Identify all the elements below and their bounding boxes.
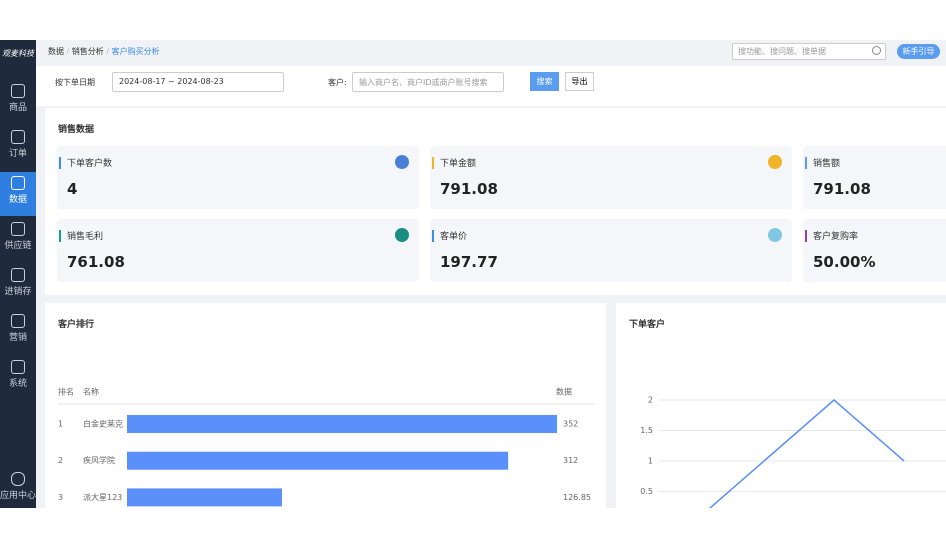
kpi-accent bbox=[59, 157, 61, 169]
guide-button[interactable]: 新手引导 bbox=[897, 44, 940, 59]
bar bbox=[127, 488, 282, 506]
kpi-value: 761.08 bbox=[67, 253, 125, 271]
bar bbox=[127, 452, 508, 470]
kpi-icon bbox=[395, 228, 409, 242]
kpi-label: 下单客户数 bbox=[67, 156, 112, 169]
kpi-card: 下单客户数 4 bbox=[57, 146, 419, 209]
rank: 1 bbox=[58, 420, 63, 429]
kpi-accent bbox=[805, 157, 807, 169]
kpi-value: 197.77 bbox=[440, 253, 498, 271]
y-tick-label: 0.5 bbox=[640, 487, 653, 496]
menu-item[interactable]: 进销存 bbox=[0, 264, 36, 308]
menu-label: 数据 bbox=[9, 195, 27, 205]
kpi-value: 791.08 bbox=[813, 180, 871, 198]
kpi-value: 791.08 bbox=[440, 180, 498, 198]
value-label: 352 bbox=[563, 420, 578, 429]
crumb[interactable]: 数据 bbox=[48, 47, 64, 56]
kpi-icon bbox=[395, 155, 409, 169]
section-title: 销售数据 bbox=[58, 122, 94, 135]
menu-icon bbox=[11, 268, 25, 282]
menu-icon bbox=[11, 222, 25, 236]
ranking-table: 排名名称数据1白金史莱克3522疾风学院3123派大星123126.854海绵宝… bbox=[45, 303, 606, 508]
customer-name: 派大星123 bbox=[83, 492, 122, 502]
y-tick-label: 1 bbox=[648, 457, 653, 466]
search-icon bbox=[872, 46, 881, 55]
crumb[interactable]: 销售分析 bbox=[72, 47, 104, 56]
menu-icon bbox=[11, 360, 25, 374]
kpi-accent bbox=[432, 157, 434, 169]
menu-label: 应用中心 bbox=[0, 491, 36, 501]
search-button[interactable]: 搜索 bbox=[530, 72, 559, 91]
column-header: 排名 bbox=[58, 387, 74, 397]
menu-item[interactable]: 供应链 bbox=[0, 218, 36, 262]
column-header: 数据 bbox=[556, 387, 572, 397]
search-box[interactable]: 搜功能、搜问题、搜单据 bbox=[732, 43, 886, 60]
customer-input[interactable]: 输入商户名、商户ID或商户账号搜索 bbox=[352, 72, 504, 92]
filter-bar: 按下单日期 2024-08-17 ~ 2024-08-23 客户: 输入商户名、… bbox=[36, 66, 946, 106]
kpi-icon bbox=[768, 155, 782, 169]
menu-item[interactable]: 系统 bbox=[0, 356, 36, 400]
kpi-label: 客户复购率 bbox=[813, 229, 858, 242]
y-tick-label: 1.5 bbox=[640, 426, 653, 435]
menu-label: 系统 bbox=[9, 379, 27, 389]
menu-label: 营销 bbox=[9, 333, 27, 343]
value-label: 126.85 bbox=[563, 493, 591, 502]
y-tick-label: 2 bbox=[648, 396, 653, 405]
column-header: 名称 bbox=[83, 387, 99, 397]
kpi-accent bbox=[59, 230, 61, 242]
menu-label: 订单 bbox=[9, 149, 27, 159]
logo: 观麦科技 bbox=[0, 48, 36, 59]
value-label: 312 bbox=[563, 456, 578, 465]
chart-card: 下单客户 00.511.522024-08-172024-08-182024-0… bbox=[616, 303, 946, 508]
menu-icon bbox=[11, 130, 25, 144]
customer-name: 白金史莱克 bbox=[83, 419, 123, 429]
kpi-card: 客单价 197.77 bbox=[430, 219, 792, 282]
kpi-icon bbox=[768, 228, 782, 242]
export-button[interactable]: 导出 bbox=[565, 72, 594, 91]
kpi-accent bbox=[432, 230, 434, 242]
menu-icon bbox=[11, 84, 25, 98]
kpi-accent bbox=[805, 230, 807, 242]
date-range: 2024-08-17 ~ 2024-08-23 bbox=[119, 77, 224, 86]
placeholder: 输入商户名、商户ID或商户账号搜索 bbox=[359, 77, 488, 88]
menu-label: 商品 bbox=[9, 103, 27, 113]
kpi-value: 50.00% bbox=[813, 253, 875, 271]
menu-item[interactable]: 数据 bbox=[0, 172, 36, 216]
date-type[interactable]: 按下单日期 bbox=[55, 77, 95, 88]
menu-item[interactable]: 订单 bbox=[0, 126, 36, 170]
bar bbox=[127, 415, 557, 433]
customer-name: 疾风学院 bbox=[83, 455, 115, 465]
kpi-label: 销售额 bbox=[813, 156, 840, 169]
kpi-card: 销售额 791.08 bbox=[803, 146, 946, 209]
kpi-label: 客单价 bbox=[440, 229, 467, 242]
menu-label: 进销存 bbox=[4, 287, 31, 297]
app: 观麦科技 商品订单数据供应链进销存营销系统 应用中心 数据 / 销售分析 / 客… bbox=[0, 40, 946, 508]
crumb: 客户购买分析 bbox=[112, 47, 160, 56]
sales-card: 销售数据 下单客户数 4 下单金额 791.08 销售额 791.08 销售毛利 761.08… bbox=[45, 108, 946, 295]
menu-icon bbox=[11, 176, 25, 190]
menu-item[interactable]: 商品 bbox=[0, 80, 36, 124]
kpi-card: 下单金额 791.08 bbox=[430, 146, 792, 209]
date-picker[interactable]: 2024-08-17 ~ 2024-08-23 bbox=[112, 72, 284, 92]
line-chart: 00.511.522024-08-172024-08-182024-08-192… bbox=[616, 303, 946, 508]
menu-item[interactable]: 应用中心 bbox=[0, 468, 36, 508]
sidebar: 观麦科技 商品订单数据供应链进销存营销系统 应用中心 bbox=[0, 40, 36, 508]
rank: 2 bbox=[58, 456, 63, 465]
kpi-label: 下单金额 bbox=[440, 156, 476, 169]
kpi-card: 客户复购率 50.00% bbox=[803, 219, 946, 282]
menu-label: 供应链 bbox=[4, 241, 31, 251]
breadcrumb: 数据 / 销售分析 / 客户购买分析 bbox=[48, 46, 160, 57]
kpi-value: 4 bbox=[67, 180, 77, 198]
kpi-card: 销售毛利 761.08 bbox=[57, 219, 419, 282]
menu-item[interactable]: 营销 bbox=[0, 310, 36, 354]
customer-label: 客户: bbox=[328, 77, 347, 88]
ranking-card: 客户排行 排名名称数据1白金史莱克3522疾风学院3123派大星123126.8… bbox=[45, 303, 606, 508]
placeholder: 搜功能、搜问题、搜单据 bbox=[738, 46, 826, 57]
kpi-label: 销售毛利 bbox=[67, 229, 103, 242]
menu-icon bbox=[11, 314, 25, 328]
rank: 3 bbox=[58, 493, 63, 502]
